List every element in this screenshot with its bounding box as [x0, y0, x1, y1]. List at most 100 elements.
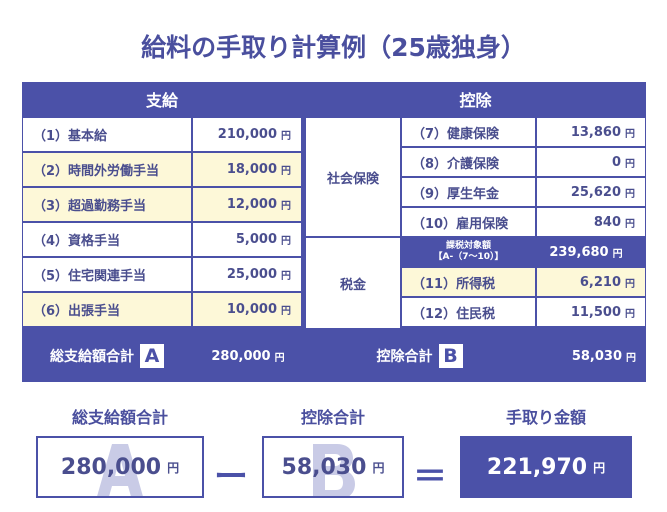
item-label: （10）雇用保険	[412, 216, 509, 232]
payment-item-label: （3）超過勤務手当	[23, 188, 191, 221]
payment-item-value: 5,000 円	[193, 223, 301, 256]
item-label: （6）出張手当	[33, 304, 121, 319]
yen-unit: 円	[625, 218, 635, 230]
formula-b-label: 控除合計	[300, 408, 365, 427]
yen-unit: 円	[625, 128, 635, 140]
total-label: 控除合計	[376, 349, 433, 365]
salary-table: 支給 控除 （1）基本給 210,000 円 （2）時間外労働手当 18,000 円 （3）超過…	[22, 82, 646, 382]
gross-total-value: 280,000 円	[194, 330, 302, 382]
payment-item-label: （6）出張手当	[23, 293, 191, 326]
yen-unit: 円	[281, 166, 291, 177]
minus-sign: ー	[214, 457, 248, 497]
total-label: 総支給額合計	[50, 349, 134, 365]
item-value: 210,000	[217, 127, 277, 142]
social-insurance-label: 社会保険	[306, 118, 400, 236]
b-watermark-icon	[313, 444, 355, 496]
badge-a: A	[140, 344, 164, 368]
deduction-total-value: 58,030 円	[537, 330, 646, 382]
tax-label: 税金	[306, 238, 400, 328]
page-title: 給料の手取り計算例（25歳独身）	[141, 33, 526, 62]
yen-unit: 円	[281, 131, 291, 142]
gross-total-label: 総支給額合計 A	[22, 330, 192, 382]
deduction-total-label: 控除合計 B	[305, 330, 534, 382]
payment-item-value: 25,000 円	[193, 258, 301, 291]
item-label: （3）超過勤務手当	[33, 199, 147, 214]
payments-header: 支給	[22, 82, 302, 116]
tax-item-label: （12）住民税	[402, 298, 535, 326]
total-value: 58,030	[571, 348, 622, 364]
deduction-item-label: （8）介護保険	[402, 148, 535, 176]
item-value: 25,620	[570, 184, 621, 200]
gross-total-value: 280,000	[60, 454, 162, 480]
yen-unit: 円	[593, 460, 606, 475]
formula-a-label: 総支給額合計	[71, 408, 168, 427]
header-text: 支給	[145, 91, 178, 110]
item-value: 12,000	[226, 197, 277, 212]
yen-unit: 円	[612, 248, 623, 260]
deduction-item-label: （9）厚生年金	[402, 178, 535, 206]
item-value: 10,000	[226, 302, 277, 317]
gross-total-box: 280,000 円	[36, 436, 204, 498]
yen-unit: 円	[274, 352, 285, 364]
item-value: 0	[611, 154, 621, 170]
equals-sign: ＝	[413, 457, 447, 497]
formula-result-label: 手取り金額	[505, 408, 586, 427]
payment-item-label: （2）時間外労働手当	[23, 153, 191, 186]
payment-item-label: （5）住宅関連手当	[23, 258, 191, 291]
taxable-label-line: 課税対象額	[445, 241, 491, 251]
category-label: 税金	[339, 277, 366, 293]
yen-unit: 円	[281, 271, 291, 282]
yen-unit: 円	[625, 278, 635, 290]
payment-item-value: 18,000 円	[193, 153, 301, 186]
yen-unit: 円	[281, 201, 291, 212]
item-value: 18,000	[226, 162, 277, 177]
take-home-box: 221,970 円	[460, 436, 632, 498]
yen-unit: 円	[281, 236, 291, 247]
yen-unit: 円	[625, 308, 635, 320]
item-label: （9）厚生年金	[412, 186, 500, 202]
payment-item-value: 10,000 円	[193, 293, 301, 326]
deduction-item-value: 13,860 円	[537, 118, 645, 146]
item-label: （8）介護保険	[412, 156, 500, 172]
item-value: 13,860	[570, 124, 621, 140]
item-label: （11）所得税	[412, 276, 496, 292]
item-label: （2）時間外労働手当	[33, 164, 160, 179]
a-watermark-icon	[97, 444, 143, 496]
deduction-item-value: 840 円	[537, 208, 645, 236]
payment-item-label: （4）資格手当	[23, 223, 191, 256]
total-value: 280,000	[211, 348, 271, 364]
deduction-item-label: （7）健康保険	[402, 118, 535, 146]
deduction-total-value: 58,030	[281, 454, 367, 480]
payment-item-value: 12,000 円	[193, 188, 301, 221]
deductions-header: 控除	[305, 82, 646, 116]
item-value: 5,000	[235, 232, 277, 247]
tax-item-label: （11）所得税	[402, 268, 535, 296]
deduction-item-value: 25,620 円	[537, 178, 645, 206]
item-label: （12）住民税	[412, 306, 496, 322]
item-value: 11,500	[570, 304, 621, 320]
badge-b: B	[438, 344, 463, 368]
item-value: 239,680	[549, 244, 609, 260]
item-value: 25,000	[226, 267, 277, 282]
deduction-total-box: 58,030 円	[262, 436, 404, 498]
item-value: 6,210	[579, 274, 621, 290]
item-label: （1）基本給	[33, 129, 108, 144]
item-value: 840	[593, 214, 621, 230]
taxable-label-formula: 【A-（7〜10）】	[433, 252, 504, 262]
header-text: 控除	[459, 91, 492, 110]
payment-item-label: （1）基本給	[23, 118, 191, 151]
yen-unit: 円	[167, 460, 180, 475]
item-label: （7）健康保険	[412, 126, 500, 142]
tax-item-value: 11,500 円	[537, 298, 645, 326]
item-label: （4）資格手当	[33, 234, 121, 249]
tax-item-value: 6,210 円	[537, 268, 645, 296]
item-label: （5）住宅関連手当	[33, 269, 147, 284]
deduction-item-label: （10）雇用保険	[402, 208, 535, 236]
yen-unit: 円	[372, 460, 385, 475]
yen-unit: 円	[625, 158, 635, 170]
category-label: 社会保険	[326, 171, 379, 187]
payment-item-value: 210,000 円	[193, 118, 301, 151]
yen-unit: 円	[625, 188, 635, 200]
yen-unit: 円	[281, 306, 291, 317]
